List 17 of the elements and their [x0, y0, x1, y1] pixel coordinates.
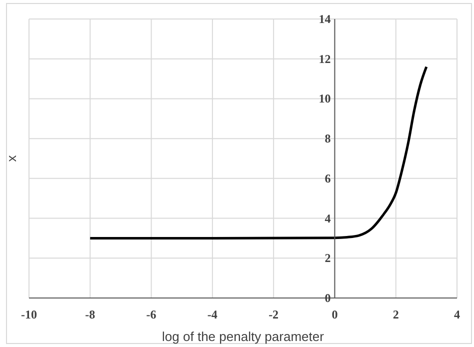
y-axis-title: x	[4, 154, 19, 162]
y-tick-label: 14	[318, 12, 331, 26]
line-series	[88, 66, 428, 240]
x-tick-label: -10	[21, 308, 37, 322]
x-tick-label: -4	[207, 308, 218, 322]
y-tick-label: 2	[324, 251, 331, 266]
y-tick-label: 10	[318, 92, 331, 106]
x-axis-title: log of the penalty parameter	[162, 329, 325, 344]
x-tick-label: -2	[268, 308, 279, 322]
x-tick-label: 4	[454, 308, 460, 322]
y-tick-label: 4	[324, 211, 331, 226]
y-tick-label: 8	[324, 132, 331, 146]
x-tick-label: 2	[392, 308, 399, 322]
y-tick-label: 12	[318, 52, 331, 66]
x-tick-label: -8	[85, 308, 96, 322]
x-tick-label: -6	[146, 308, 156, 322]
y-tick-label: 6	[324, 171, 331, 186]
